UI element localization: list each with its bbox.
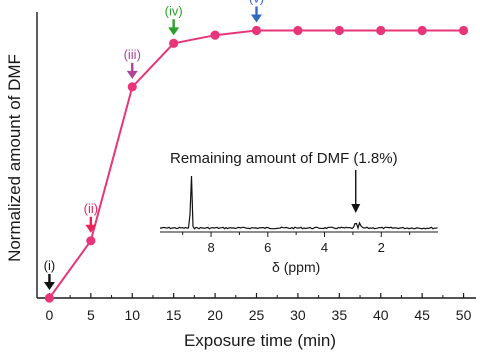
inset-annotation-arrow bbox=[351, 170, 361, 213]
inset-x-axis-title: δ (ppm) bbox=[272, 259, 320, 275]
data-point bbox=[127, 82, 137, 92]
data-point bbox=[169, 38, 179, 48]
inset-x-tick-label: 8 bbox=[207, 240, 214, 255]
data-point bbox=[86, 236, 96, 246]
x-tick-label: 15 bbox=[166, 307, 182, 323]
x-axis-title: Exposure time (min) bbox=[184, 331, 336, 350]
annotation-label: (iv) bbox=[165, 3, 183, 18]
data-point bbox=[376, 25, 386, 36]
x-tick-label: 50 bbox=[456, 307, 472, 323]
y-axis-title: Normalized amount of DMF bbox=[5, 54, 24, 262]
annotation-arrow bbox=[168, 19, 180, 36]
x-tick-label: 30 bbox=[290, 307, 306, 323]
annotation-label: (ii) bbox=[84, 201, 98, 216]
x-tick-label: 25 bbox=[249, 307, 265, 323]
inset-title: Remaining amount of DMF (1.8%) bbox=[170, 150, 398, 167]
data-point bbox=[334, 25, 344, 36]
inset-spectrum: Remaining amount of DMF (1.8%) 8 6 4 2 δ (ppm… bbox=[159, 150, 438, 275]
data-point bbox=[44, 293, 55, 303]
annotation-arrow bbox=[43, 274, 55, 290]
data-point bbox=[417, 25, 427, 36]
x-tick-label: 45 bbox=[414, 307, 430, 323]
inset-spectrum-trace bbox=[159, 175, 438, 231]
axes: 0 5 10 15 20 25 30 35 40 45 50 bbox=[36, 12, 476, 323]
annotation-layer: (i) (ii) (iii) (iv) (v) bbox=[44, 0, 264, 290]
x-tick-label: 0 bbox=[46, 307, 54, 323]
annotation-label: (iii) bbox=[124, 47, 141, 62]
annotation-label: (i) bbox=[44, 258, 56, 273]
data-point bbox=[251, 25, 262, 36]
inset-x-tick-label: 6 bbox=[264, 240, 271, 255]
inset-x-tick-label: 4 bbox=[321, 240, 328, 255]
data-point bbox=[458, 25, 469, 36]
annotation-arrow bbox=[85, 216, 97, 233]
x-tick-label: 20 bbox=[207, 307, 223, 323]
series-layer bbox=[44, 25, 469, 303]
annotation-label: (v) bbox=[249, 0, 264, 6]
x-tick-label: 35 bbox=[332, 307, 348, 323]
x-tick-label: 10 bbox=[124, 307, 140, 323]
annotation-arrow bbox=[251, 6, 262, 23]
x-tick-label: 40 bbox=[373, 307, 389, 323]
data-point bbox=[210, 30, 220, 40]
annotation-arrow bbox=[126, 62, 138, 79]
x-tick-label: 5 bbox=[87, 307, 95, 323]
data-point bbox=[293, 25, 303, 36]
inset-x-tick-label: 2 bbox=[378, 240, 385, 255]
